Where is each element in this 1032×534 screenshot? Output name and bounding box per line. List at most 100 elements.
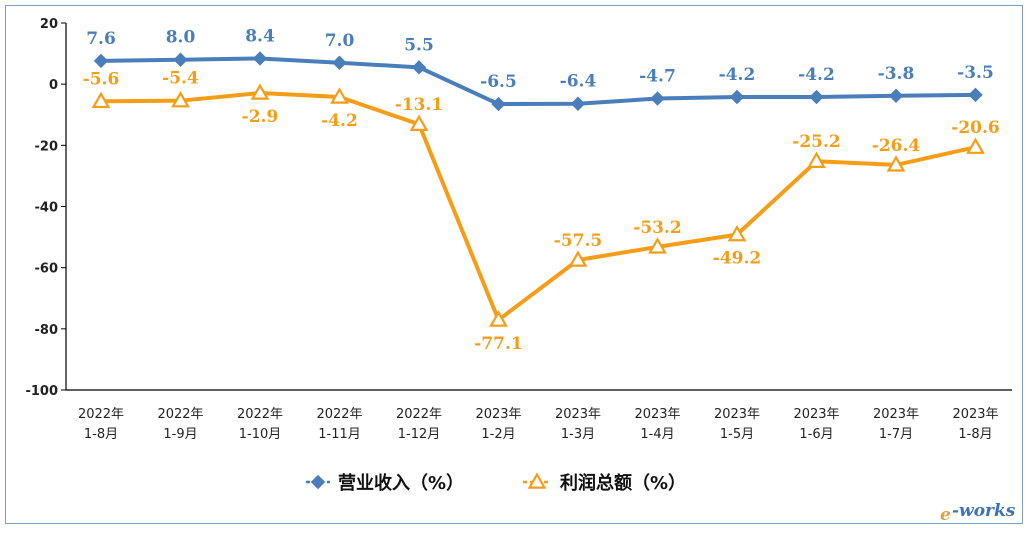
eworks-watermark-logo: e -works bbox=[940, 501, 1016, 525]
x-tick-label-period: 1-7月 bbox=[879, 427, 913, 442]
x-tick-group: 2023年 1-3月 bbox=[555, 407, 601, 442]
x-tick-label-period: 1-8月 bbox=[84, 427, 118, 442]
x-tick-label-year: 2022年 bbox=[157, 407, 203, 422]
x-tick-label-year: 2023年 bbox=[714, 407, 760, 422]
revenue-data-label: 7.0 bbox=[325, 31, 355, 51]
legend-revenue-label: 营业收入（%） bbox=[338, 472, 464, 494]
x-tick-group: 2022年 1-12月 bbox=[396, 407, 442, 442]
x-tick-label-year: 2023年 bbox=[475, 407, 521, 422]
profit-data-label: -57.5 bbox=[554, 231, 602, 251]
profit-data-label: -25.2 bbox=[792, 132, 840, 152]
x-tick-label-year: 2023年 bbox=[873, 407, 919, 422]
revenue-data-label: -3.5 bbox=[957, 63, 994, 83]
chart-markers bbox=[91, 51, 985, 327]
profit-data-label: -4.2 bbox=[321, 111, 358, 131]
revenue-data-label: -6.4 bbox=[560, 72, 597, 92]
x-tick-label-period: 1-4月 bbox=[640, 427, 674, 442]
chart-legend: 营业收入（%） 利润总额（%） bbox=[306, 472, 686, 494]
profit-point bbox=[886, 155, 906, 172]
revenue-point bbox=[252, 51, 268, 66]
watermark-works: -works bbox=[952, 501, 1016, 521]
x-tick-label-year: 2022年 bbox=[396, 407, 442, 422]
revenue-point bbox=[650, 91, 665, 106]
x-tick-label-year: 2023年 bbox=[793, 407, 839, 422]
profit-point bbox=[966, 137, 985, 154]
profit-data-label: -77.1 bbox=[474, 334, 522, 354]
x-tick-label-period: 1-3月 bbox=[561, 427, 595, 442]
profit-point bbox=[568, 250, 588, 267]
profit-data-label: -26.4 bbox=[872, 136, 921, 156]
y-tick-label: 0 bbox=[49, 78, 58, 93]
revenue-point bbox=[888, 88, 904, 103]
revenue-point bbox=[968, 87, 983, 103]
profit-data-label: -2.9 bbox=[242, 107, 279, 127]
profit-point bbox=[250, 83, 270, 100]
profit-point bbox=[409, 114, 429, 131]
y-tick-label: -100 bbox=[25, 384, 58, 399]
x-tick-group: 2022年 1-9月 bbox=[157, 407, 203, 442]
profit-data-label: -13.1 bbox=[395, 95, 443, 115]
revenue-data-label: -4.2 bbox=[798, 65, 835, 85]
y-tick-label: -40 bbox=[35, 201, 59, 216]
profit-point bbox=[91, 91, 111, 109]
y-tick-label: -20 bbox=[35, 139, 59, 154]
revenue-data-label: 7.6 bbox=[86, 29, 116, 49]
y-tick-label: -60 bbox=[35, 262, 59, 277]
x-tick-label-year: 2022年 bbox=[78, 407, 124, 422]
x-tick-label-period: 1-10月 bbox=[239, 427, 282, 442]
chart-data-labels: 7.6 8.0 8.4 7.0 5.5 -6.5 -6.4 -4.7 -4.2 -4.2 -3.8 -… bbox=[83, 26, 1000, 353]
x-tick-group: 2022年 1-10月 bbox=[237, 407, 283, 442]
legend-profit-marker bbox=[527, 472, 547, 489]
profit-data-label: -20.6 bbox=[951, 118, 999, 138]
profit-point bbox=[330, 87, 349, 104]
revenue-data-label: -3.8 bbox=[878, 64, 915, 84]
revenue-point bbox=[491, 96, 506, 112]
x-tick-label-period: 1-8月 bbox=[958, 427, 992, 442]
profit-point bbox=[171, 90, 190, 108]
revenue-data-label: 8.0 bbox=[166, 28, 196, 48]
revenue-point bbox=[809, 89, 824, 105]
revenue-data-label: -6.5 bbox=[480, 72, 517, 92]
profit-point bbox=[648, 237, 667, 254]
chart-axes: 200-20-40-60-80-1002022年1-8月2022年1-9月202… bbox=[25, 17, 1012, 442]
chart-frame bbox=[5, 5, 1023, 524]
profit-data-label: -49.2 bbox=[713, 249, 761, 269]
profit-data-label: -5.4 bbox=[162, 69, 199, 89]
y-tick-label: 20 bbox=[40, 17, 58, 32]
x-tick-label-period: 1-5月 bbox=[720, 427, 754, 442]
profit-data-label: -53.2 bbox=[633, 218, 681, 238]
revenue-series-line bbox=[100, 56, 976, 107]
profit-point bbox=[489, 310, 508, 327]
revenue-point bbox=[411, 60, 427, 75]
x-tick-group: 2023年 1-8月 bbox=[952, 407, 998, 442]
revenue-data-label: 8.4 bbox=[245, 26, 275, 46]
y-tick-label: -80 bbox=[35, 323, 59, 338]
legend-profit-label: 利润总额（%） bbox=[560, 472, 686, 494]
revenue-point bbox=[93, 53, 109, 69]
profit-point bbox=[727, 224, 747, 242]
profit-series-line bbox=[100, 91, 976, 322]
profit-point bbox=[807, 151, 826, 168]
x-tick-label-year: 2023年 bbox=[555, 407, 601, 422]
x-tick-label-period: 1-9月 bbox=[163, 427, 197, 442]
x-tick-group: 2023年 1-5月 bbox=[714, 407, 760, 442]
x-tick-group: 2023年 1-6月 bbox=[793, 407, 839, 442]
x-tick-label-year: 2023年 bbox=[952, 407, 998, 422]
profit-data-label: -5.6 bbox=[83, 69, 120, 89]
x-tick-label-period: 1-2月 bbox=[481, 427, 515, 442]
x-tick-group: 2023年 1-7月 bbox=[873, 407, 919, 442]
revenue-data-label: -4.2 bbox=[719, 65, 756, 85]
x-tick-label-period: 1-12月 bbox=[398, 427, 441, 442]
x-tick-group: 2023年 1-4月 bbox=[634, 407, 680, 442]
x-tick-label-year: 2022年 bbox=[316, 407, 362, 422]
revenue-point bbox=[332, 55, 347, 70]
x-tick-group: 2023年 1-2月 bbox=[475, 407, 521, 442]
x-tick-group: 2022年 1-8月 bbox=[78, 407, 124, 442]
legend-revenue-marker bbox=[310, 474, 326, 490]
revenue-data-label: 5.5 bbox=[404, 35, 434, 55]
x-tick-label-year: 2022年 bbox=[237, 407, 283, 422]
watermark-e: e bbox=[940, 505, 951, 525]
revenue-point bbox=[173, 52, 188, 67]
revenue-data-label: -4.7 bbox=[639, 67, 676, 87]
